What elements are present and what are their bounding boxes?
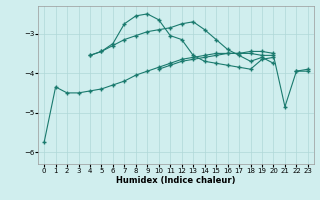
X-axis label: Humidex (Indice chaleur): Humidex (Indice chaleur) xyxy=(116,176,236,185)
